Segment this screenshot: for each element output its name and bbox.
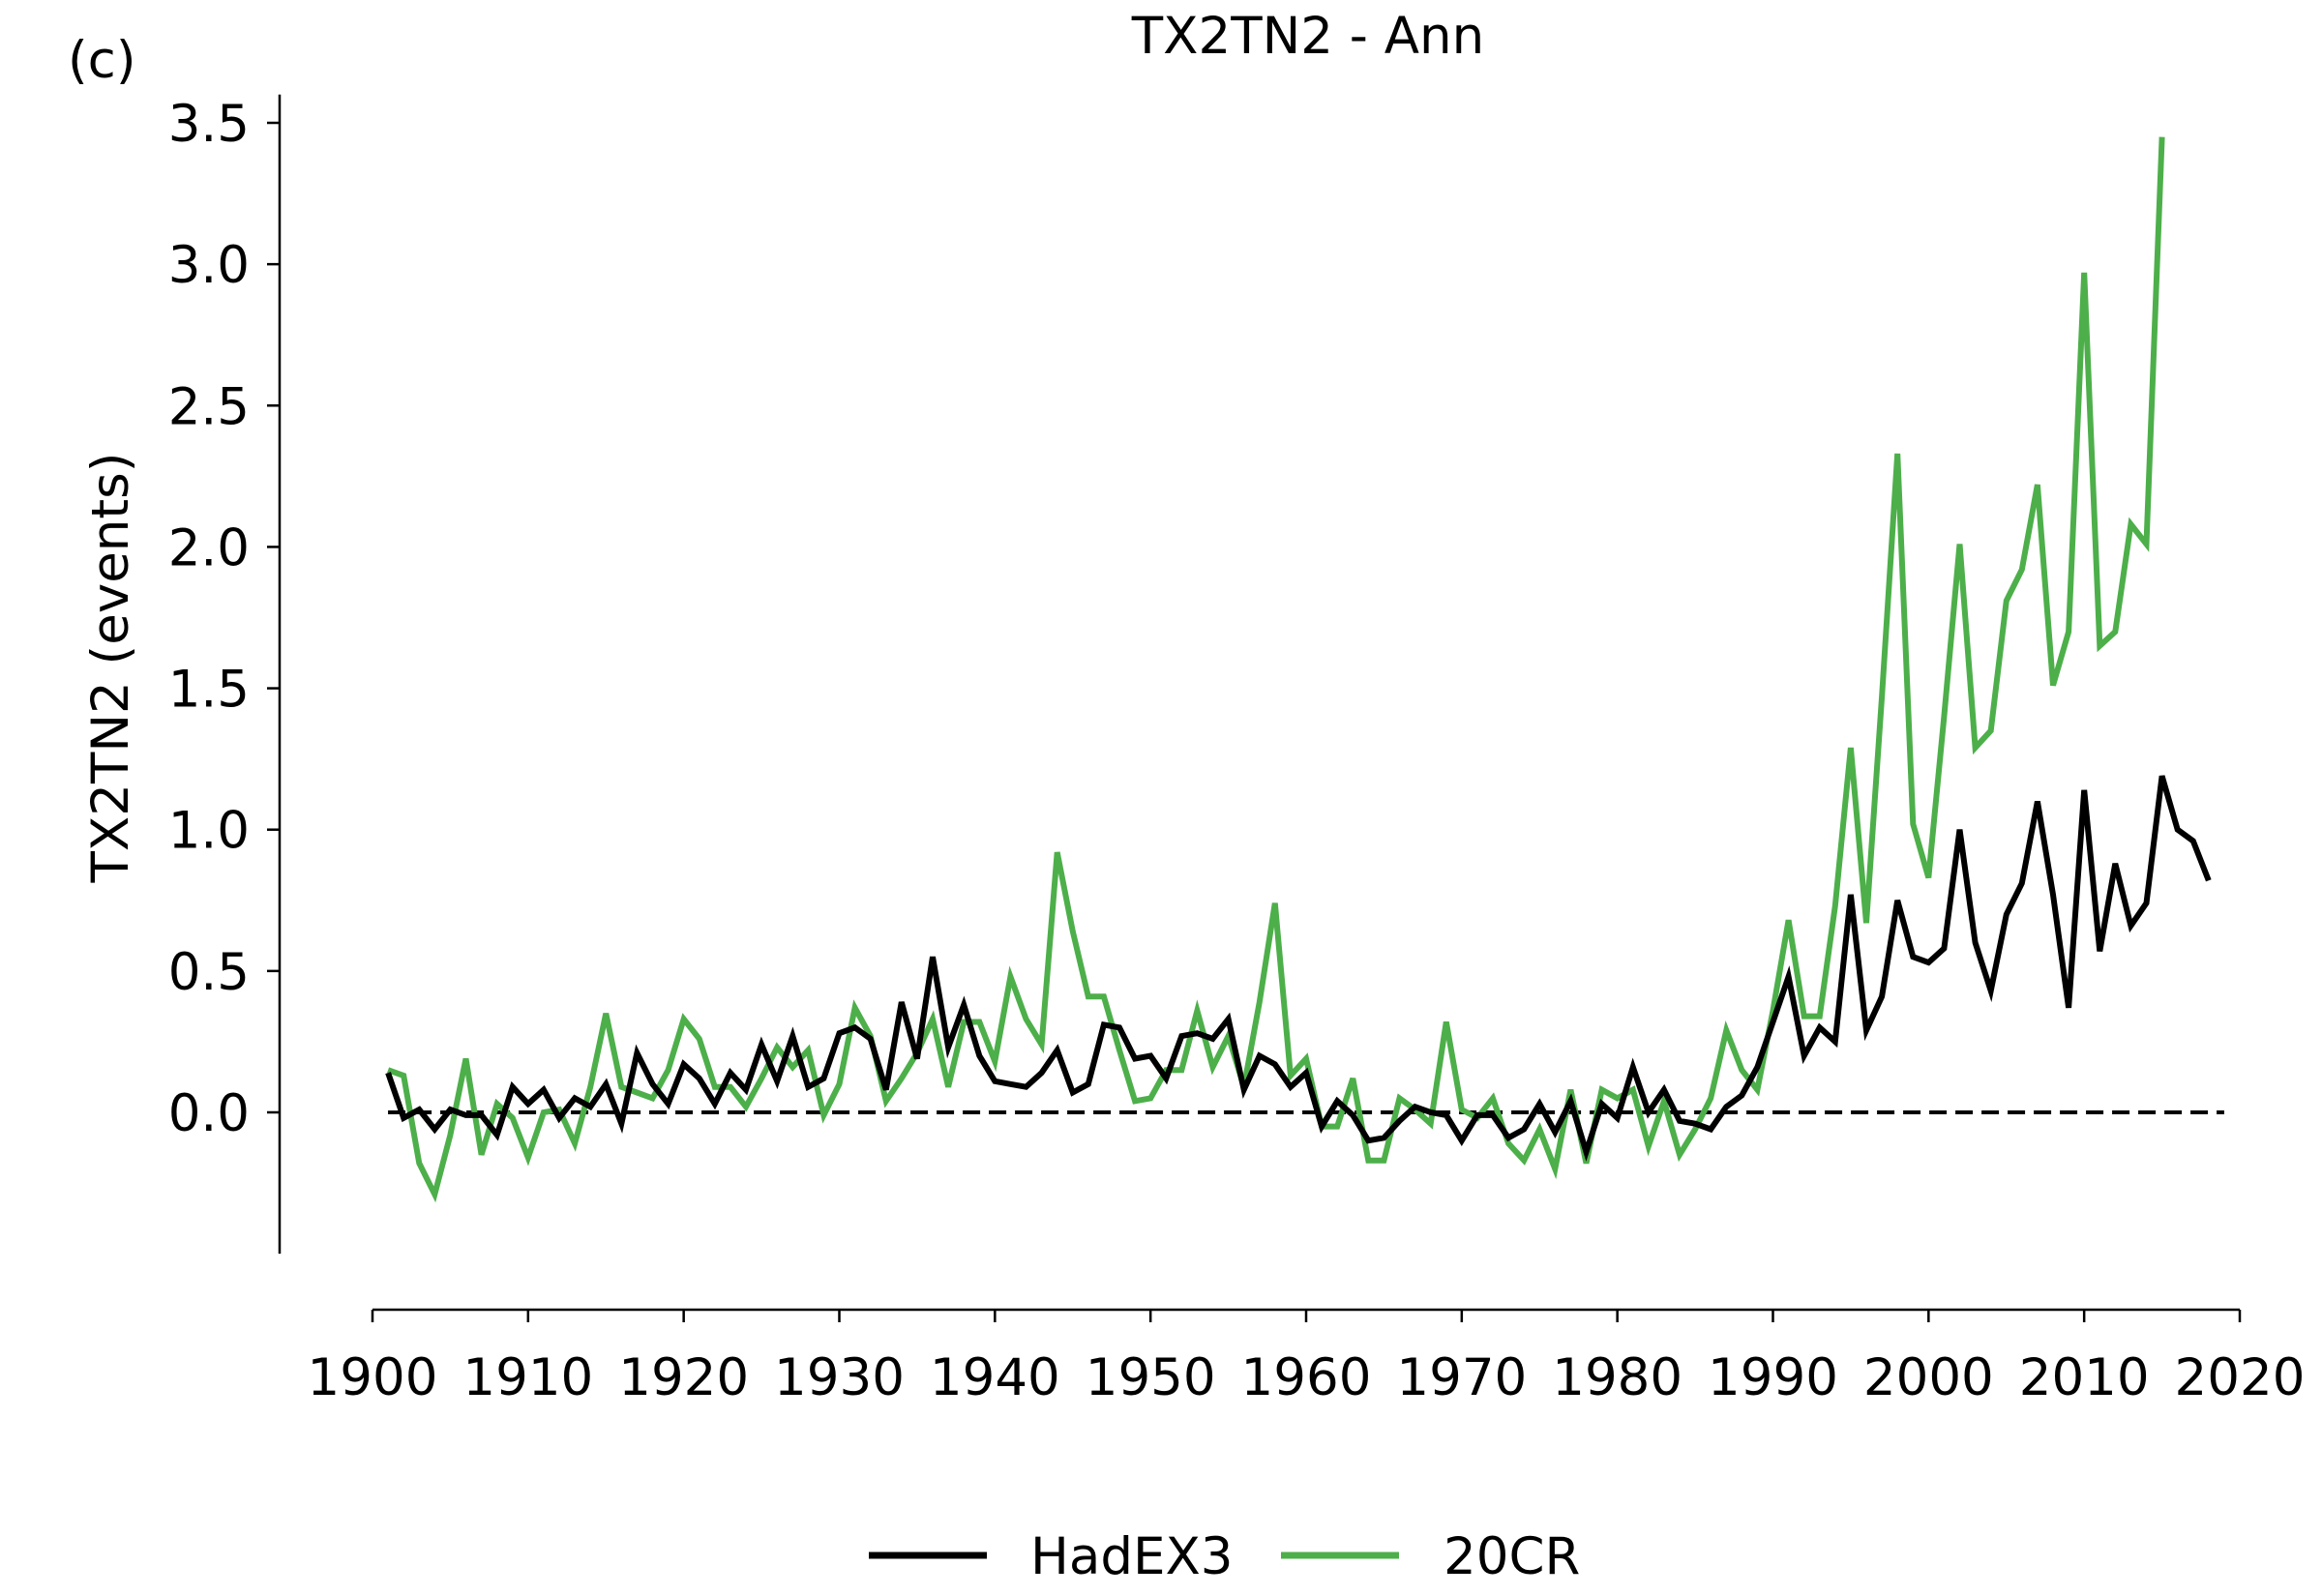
x-tick-label: 1900 [308, 1348, 438, 1407]
panel-label: (c) [68, 31, 136, 90]
x-tick-label: 1940 [930, 1348, 1060, 1407]
x-tick-label: 1920 [618, 1348, 749, 1407]
x-tick-label: 1970 [1396, 1348, 1527, 1407]
chart-title: TX2TN2 - Ann [1131, 7, 1484, 66]
x-tick-label: 1930 [774, 1348, 905, 1407]
series-line-hadex3 [385, 775, 2212, 1162]
y-tick-label: 0.5 [168, 943, 250, 1002]
y-axis-label: TX2TN2 (events) [81, 453, 140, 884]
legend: HadEX3 20CR [869, 1527, 1580, 1586]
x-tick-label: 1950 [1086, 1348, 1216, 1407]
x-tick-label: 2000 [1863, 1348, 1994, 1407]
x-tick-label: 1990 [1708, 1348, 1838, 1407]
x-tick-label: 1960 [1241, 1348, 1372, 1407]
x-tick-label: 2020 [2175, 1348, 2306, 1407]
x-tick-label: 1910 [462, 1348, 593, 1407]
x-tick-label: 2010 [2019, 1348, 2150, 1407]
y-tick-label: 3.0 [168, 236, 250, 295]
y-tick-label: 1.0 [168, 802, 250, 861]
legend-label-20cr: 20CR [1444, 1527, 1580, 1586]
series-line-20cr [387, 136, 2165, 1203]
y-tick-label: 2.5 [168, 377, 250, 436]
x-axis: 1900 1910 1920 1930 1940 1950 1960 1970 1980 1990… [308, 1308, 2306, 1407]
y-axis: 0.0 0.5 1.0 1.5 2.0 2.5 3.0 3.5 [168, 94, 282, 1255]
y-tick-label: 3.5 [168, 95, 250, 154]
plot-area [385, 136, 2224, 1203]
x-tick-label: 1980 [1552, 1348, 1682, 1407]
y-tick-label: 1.5 [168, 661, 250, 720]
y-tick-label: 2.0 [168, 518, 250, 577]
y-tick-label: 0.0 [168, 1084, 250, 1143]
legend-label-hadex3: HadEX3 [1030, 1527, 1234, 1586]
